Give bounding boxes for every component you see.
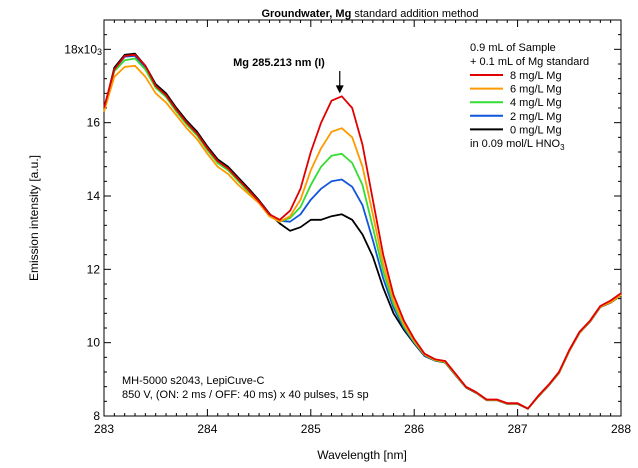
chart-title-bold: Groundwater, Mg bbox=[261, 8, 351, 20]
y-tick-labels: 8 10 12 14 16 18x10 bbox=[64, 42, 100, 423]
y-tick-exponent: 3 bbox=[97, 47, 102, 57]
axis-ticks bbox=[103, 19, 622, 417]
y-axis-label: Emission intensity [a.u.] bbox=[27, 155, 41, 281]
legend-label: 2 mg/L Mg bbox=[510, 111, 562, 123]
info-text: MH-5000 s2043, LepiCuve-C 850 V, (ON: 2 … bbox=[122, 375, 369, 401]
x-tick-labels: 283 284 285 286 287 288 bbox=[94, 422, 631, 436]
x-axis-label: Wavelength [nm] bbox=[317, 448, 407, 462]
info-line-1: MH-5000 s2043, LepiCuve-C bbox=[122, 375, 265, 387]
chart-title-rest: standard addition method bbox=[351, 8, 478, 20]
legend-label: 6 mg/L Mg bbox=[510, 84, 562, 96]
legend-label: 8 mg/L Mg bbox=[510, 70, 562, 82]
y-tick-label: 14 bbox=[87, 189, 101, 203]
y-tick-label: 10 bbox=[87, 336, 101, 350]
peak-annotation: Mg 285.213 nm (I) bbox=[233, 57, 344, 94]
legend-entries: 8 mg/L Mg 6 mg/L Mg4 mg/L Mg 2 mg/L Mg0 mg… bbox=[470, 70, 562, 136]
peak-arrow-head bbox=[335, 85, 344, 94]
legend-label: 0 mg/L Mg bbox=[510, 124, 562, 136]
legend-header-2: + 0.1 mL of Mg standard bbox=[470, 56, 589, 68]
series-lines bbox=[103, 52, 622, 410]
y-tick-label: 8 bbox=[93, 409, 100, 423]
y-tick-label: 18x10 bbox=[64, 42, 97, 56]
x-tick-label: 284 bbox=[197, 422, 217, 436]
legend-footer-sub: 3 bbox=[560, 143, 565, 152]
peak-annotation-label: Mg 285.213 nm (I) bbox=[233, 57, 325, 69]
y-tick-label: 16 bbox=[87, 116, 101, 130]
x-tick-label: 286 bbox=[404, 422, 424, 436]
series-line bbox=[103, 53, 622, 410]
x-tick-label: 287 bbox=[508, 422, 528, 436]
chart-title: Groundwater, Mg standard addition method bbox=[261, 8, 478, 20]
legend-header-1: 0.9 mL of Sample bbox=[470, 42, 556, 54]
legend: 0.9 mL of Sample + 0.1 mL of Mg standard… bbox=[470, 42, 589, 152]
x-tick-label: 283 bbox=[94, 422, 114, 436]
y-tick-label: 12 bbox=[87, 262, 101, 276]
legend-label: 4 mg/L Mg bbox=[510, 97, 562, 109]
legend-footer-main: in 0.09 mol/L HNO bbox=[470, 138, 561, 150]
x-tick-label: 288 bbox=[611, 422, 631, 436]
x-tick-label: 285 bbox=[301, 422, 321, 436]
legend-footer: in 0.09 mol/L HNO3 bbox=[470, 138, 565, 152]
info-line-2: 850 V, (ON: 2 ms / OFF: 40 ms) x 40 puls… bbox=[122, 389, 369, 401]
